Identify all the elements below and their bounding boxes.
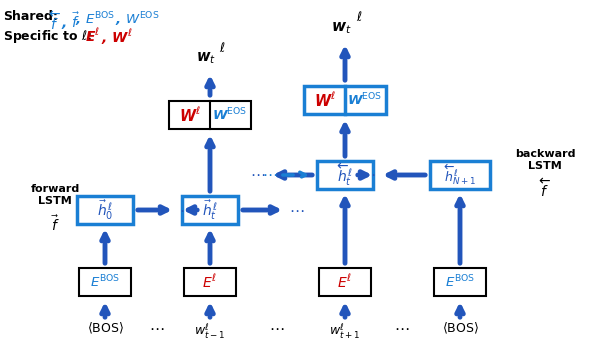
Text: $\vec{f}$: $\vec{f}$ xyxy=(50,214,59,234)
Bar xyxy=(182,196,238,224)
Text: $w_{t-1}^{\ell}$: $w_{t-1}^{\ell}$ xyxy=(194,321,226,341)
Text: $\boldsymbol{W}^{\mathrm{EOS}}$: $\boldsymbol{W}^{\mathrm{EOS}}$ xyxy=(212,107,248,123)
Text: $\ell$: $\ell$ xyxy=(219,41,225,55)
Text: $\boldsymbol{w}_t$: $\boldsymbol{w}_t$ xyxy=(196,50,216,66)
Text: $\langle$BOS$\rangle$: $\langle$BOS$\rangle$ xyxy=(442,320,478,336)
Text: $\vec{h}_0^{\,\ell}$: $\vec{h}_0^{\,\ell}$ xyxy=(97,198,113,222)
Bar xyxy=(169,101,251,129)
Text: $E^{\mathrm{BOS}}$: $E^{\mathrm{BOS}}$ xyxy=(445,274,475,290)
Text: $\cdots$: $\cdots$ xyxy=(394,320,410,336)
Text: , $\boldsymbol{W}^{\ell}$: , $\boldsymbol{W}^{\ell}$ xyxy=(101,28,133,47)
Text: $\cdots$: $\cdots$ xyxy=(269,320,285,336)
Text: , $E^{\mathrm{BOS}}$: , $E^{\mathrm{BOS}}$ xyxy=(75,10,115,29)
Text: $\overleftarrow{f}$: $\overleftarrow{f}$ xyxy=(539,177,551,200)
Text: backward
LSTM: backward LSTM xyxy=(515,149,575,171)
Text: $\overleftarrow{h}_t^{\,\ell}$: $\overleftarrow{h}_t^{\,\ell}$ xyxy=(337,162,353,188)
Text: $\boldsymbol{W}^{\mathrm{EOS}}$: $\boldsymbol{W}^{\mathrm{EOS}}$ xyxy=(347,92,383,108)
Bar xyxy=(430,161,490,189)
Text: $\vec{h}_t^{\,\ell}$: $\vec{h}_t^{\,\ell}$ xyxy=(202,198,218,222)
Bar xyxy=(77,196,133,224)
Text: $\cdots$: $\cdots$ xyxy=(149,320,165,336)
Text: $\overleftarrow{h}_{N+1}^{\,\ell}$: $\overleftarrow{h}_{N+1}^{\,\ell}$ xyxy=(444,163,476,187)
Text: $E^{\ell}$: $E^{\ell}$ xyxy=(202,273,218,291)
Text: Specific to $\ell$:: Specific to $\ell$: xyxy=(3,28,92,45)
Text: $\boldsymbol{W}^{\ell}$: $\boldsymbol{W}^{\ell}$ xyxy=(314,91,336,109)
Text: $\cdots$: $\cdots$ xyxy=(360,166,376,182)
Text: , $W^{\mathrm{EOS}}$: , $W^{\mathrm{EOS}}$ xyxy=(115,10,160,29)
Bar xyxy=(317,161,373,189)
Text: $\langle$BOS$\rangle$: $\langle$BOS$\rangle$ xyxy=(86,320,124,336)
Bar xyxy=(434,268,486,296)
Bar xyxy=(319,268,371,296)
Bar xyxy=(79,268,131,296)
Text: $E^{\mathrm{BOS}}$: $E^{\mathrm{BOS}}$ xyxy=(90,274,120,290)
Text: Shared:: Shared: xyxy=(3,10,58,23)
Text: $\cdots$: $\cdots$ xyxy=(179,201,195,217)
Text: , $\vec{f}$: , $\vec{f}$ xyxy=(61,10,80,31)
Text: $\ell$: $\ell$ xyxy=(356,10,362,24)
Bar xyxy=(304,86,386,114)
Text: $w_{t+1}^{\ell}$: $w_{t+1}^{\ell}$ xyxy=(329,321,361,341)
Text: $\cdots$: $\cdots$ xyxy=(262,165,278,181)
Text: $\cdots$: $\cdots$ xyxy=(250,166,266,182)
Text: $\boldsymbol{W}^{\ell}$: $\boldsymbol{W}^{\ell}$ xyxy=(179,106,201,124)
Text: $\boldsymbol{E}^{\ell}$: $\boldsymbol{E}^{\ell}$ xyxy=(85,28,100,45)
Text: $E^{\ell}$: $E^{\ell}$ xyxy=(337,273,353,291)
Text: $\cdots$: $\cdots$ xyxy=(289,201,305,217)
Bar xyxy=(184,268,236,296)
Text: forward
LSTM: forward LSTM xyxy=(31,184,80,206)
Text: $\boldsymbol{w}_t$: $\boldsymbol{w}_t$ xyxy=(331,20,352,36)
Text: $\overleftarrow{f}$: $\overleftarrow{f}$ xyxy=(49,10,61,33)
